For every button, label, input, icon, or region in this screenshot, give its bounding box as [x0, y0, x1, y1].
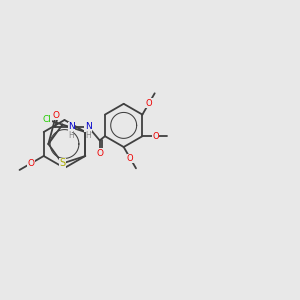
- Text: O: O: [52, 110, 60, 119]
- Text: H: H: [85, 130, 91, 140]
- Text: N: N: [85, 122, 92, 131]
- Text: Cl: Cl: [42, 115, 51, 124]
- Text: O: O: [28, 159, 35, 168]
- Text: S: S: [59, 158, 65, 168]
- Text: O: O: [146, 99, 152, 108]
- Text: O: O: [127, 154, 134, 163]
- Text: O: O: [96, 148, 103, 158]
- Text: N: N: [68, 122, 75, 131]
- Text: H: H: [69, 130, 74, 140]
- Text: O: O: [152, 132, 159, 141]
